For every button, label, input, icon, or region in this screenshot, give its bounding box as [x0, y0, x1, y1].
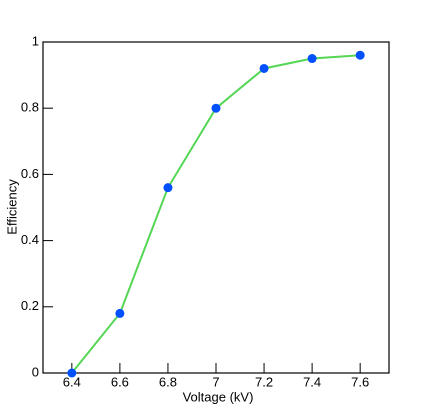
x-tick-label: 6.4	[63, 374, 81, 389]
x-tick-label: 6.6	[111, 374, 129, 389]
data-point	[307, 54, 317, 64]
x-tick-label: 6.8	[159, 374, 177, 389]
data-point	[115, 308, 125, 318]
data-point	[67, 368, 77, 378]
x-tick-label: 7.4	[303, 374, 321, 389]
y-tick-label: 0.8	[21, 100, 39, 115]
x-tick-label: 7	[212, 374, 219, 389]
series-line	[71, 54, 361, 374]
data-point	[355, 50, 365, 60]
y-axis-title: Efficiency	[4, 179, 19, 235]
x-tick-label: 7.2	[255, 374, 273, 389]
y-tick-label: 0.4	[21, 232, 39, 247]
x-tick-label: 7.6	[351, 374, 369, 389]
y-tick-label: 1	[32, 33, 39, 48]
data-point	[163, 183, 173, 193]
y-tick-label: 0.6	[21, 166, 39, 181]
plot-frame	[42, 41, 390, 374]
data-point	[211, 103, 221, 113]
data-point	[259, 63, 269, 73]
y-tick-label: 0	[32, 364, 39, 379]
x-axis-title: Voltage (kV)	[183, 389, 254, 404]
y-tick-label: 0.2	[21, 298, 39, 313]
